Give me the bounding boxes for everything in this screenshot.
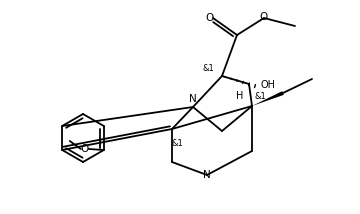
Text: O: O — [206, 13, 214, 23]
Text: &1: &1 — [202, 64, 214, 73]
Text: N: N — [189, 94, 197, 104]
Text: O: O — [260, 12, 268, 22]
Text: H: H — [236, 91, 244, 101]
Text: &1: &1 — [171, 140, 183, 149]
Polygon shape — [252, 91, 284, 106]
Text: OH: OH — [261, 80, 275, 90]
Text: O: O — [81, 144, 89, 154]
Text: N: N — [203, 170, 211, 180]
Text: &1: &1 — [254, 92, 266, 101]
